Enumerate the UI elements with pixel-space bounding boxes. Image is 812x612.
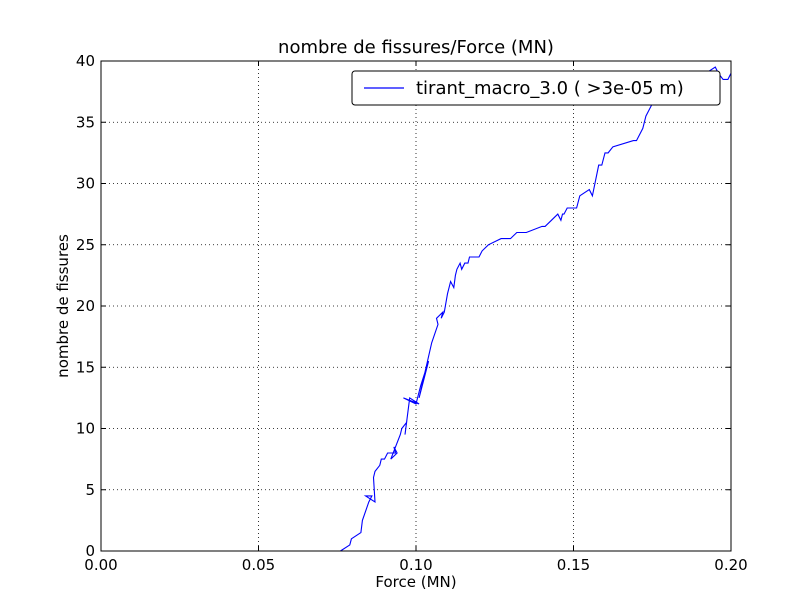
y-tick-label: 10 [76, 420, 95, 438]
legend-box [351, 70, 721, 106]
legend-label: tirant_macro_3.0 ( >3e-05 m) [416, 78, 684, 99]
chart-title: nombre de fissures/Force (MN) [278, 37, 554, 58]
x-tick-label: 0.15 [557, 556, 590, 574]
legend: tirant_macro_3.0 ( >3e-05 m) [351, 70, 721, 106]
y-tick-label: 0 [85, 542, 95, 560]
grid [101, 61, 731, 551]
y-tick-label: 25 [76, 236, 95, 254]
y-tick-label: 20 [76, 297, 95, 315]
x-tick-label: 0.05 [242, 556, 275, 574]
y-tick-label: 30 [76, 175, 95, 193]
y-tick-label: 15 [76, 358, 95, 376]
axis-ticks: 0.00 0.05 0.10 0.15 0.20 0 5 10 15 20 25 30 35 40 [76, 52, 748, 574]
series-line [340, 66, 732, 552]
x-tick-label: 0.10 [399, 556, 432, 574]
x-axis-label: Force (MN) [375, 573, 456, 591]
series-layer [340, 66, 732, 552]
y-tick-label: 40 [76, 52, 95, 70]
y-tick-label: 5 [85, 481, 95, 499]
x-tick-label: 0.20 [714, 556, 747, 574]
y-tick-label: 35 [76, 113, 95, 131]
x-tick-label: 0.00 [84, 556, 117, 574]
y-axis-label: nombre de fissures [54, 234, 72, 378]
